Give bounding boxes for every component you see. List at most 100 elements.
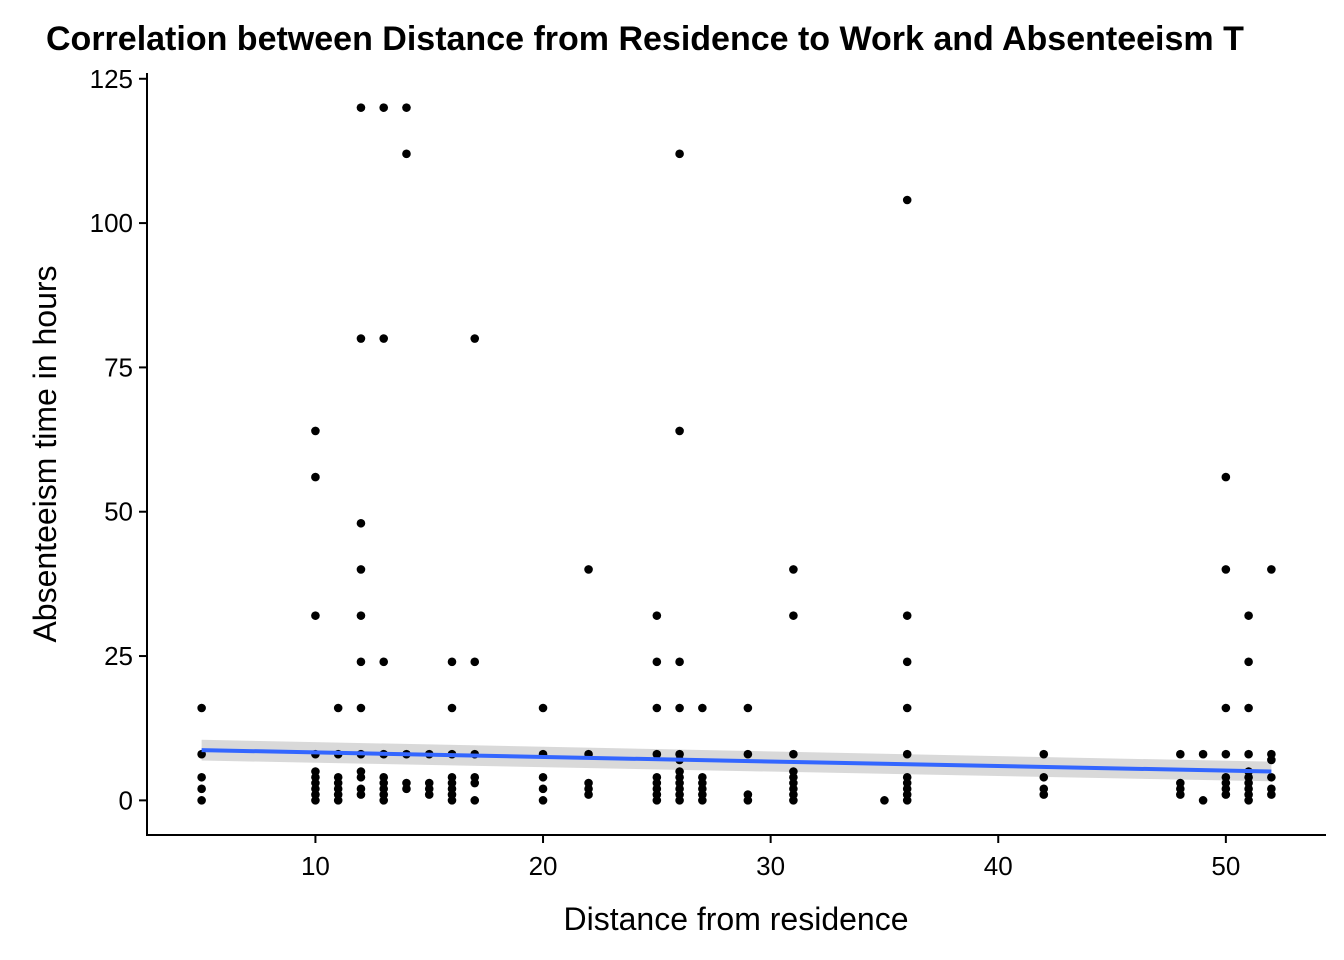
- y-tick-label: 25: [104, 641, 133, 671]
- data-point: [1039, 772, 1049, 782]
- data-point: [902, 749, 912, 759]
- data-point: [652, 611, 662, 620]
- data-point: [743, 749, 753, 759]
- data-point: [402, 778, 411, 788]
- data-point: [197, 772, 206, 782]
- data-point: [538, 784, 548, 794]
- data-point: [1221, 772, 1231, 782]
- data-point: [902, 611, 912, 620]
- data-point: [311, 611, 320, 620]
- data-point: [197, 796, 206, 805]
- data-point: [379, 657, 389, 667]
- data-point: [1221, 703, 1231, 713]
- data-point: [584, 565, 593, 574]
- data-point: [402, 103, 411, 112]
- data-point: [902, 703, 912, 713]
- data-point: [1267, 749, 1276, 759]
- data-point: [652, 703, 662, 713]
- data-point: [743, 703, 753, 713]
- data-point: [1176, 778, 1185, 788]
- x-axis-ticks: 10 20 30 40 50: [301, 835, 1240, 881]
- data-point: [333, 703, 343, 713]
- trend-line: [201, 748, 1272, 774]
- x-tick-label: 10: [301, 851, 330, 881]
- data-point: [902, 657, 912, 667]
- data-point: [1267, 784, 1276, 794]
- data-point: [1244, 749, 1253, 759]
- y-tick-label: 125: [90, 64, 133, 94]
- data-point: [1221, 565, 1231, 574]
- data-point: [333, 772, 343, 782]
- data-point: [880, 796, 889, 805]
- data-point: [743, 790, 753, 799]
- y-tick-label: 75: [104, 352, 133, 382]
- data-point: [584, 778, 593, 788]
- y-tick-label: 50: [104, 497, 133, 527]
- data-point: [447, 657, 457, 667]
- data-point: [789, 611, 798, 620]
- data-point: [1244, 657, 1253, 667]
- data-point: [197, 784, 206, 794]
- data-point: [698, 703, 707, 713]
- data-point: [447, 703, 457, 713]
- y-axis-ticks: 0 25 50 75 100 125: [90, 64, 147, 815]
- data-point: [356, 565, 366, 574]
- data-point: [652, 657, 662, 667]
- data-point: [470, 657, 480, 667]
- data-point: [675, 767, 684, 776]
- trend-line-layer: [201, 748, 1272, 774]
- data-point: [1267, 565, 1276, 574]
- data-point: [1221, 472, 1231, 482]
- x-tick-label: 40: [984, 851, 1013, 881]
- data-point: [356, 518, 366, 528]
- data-point: [538, 796, 548, 805]
- y-tick-label: 100: [90, 208, 133, 238]
- data-point: [1221, 749, 1231, 759]
- data-point: [1039, 749, 1049, 759]
- data-point: [424, 778, 434, 788]
- data-point: [356, 334, 366, 343]
- data-point: [379, 334, 389, 343]
- data-point: [356, 767, 366, 776]
- data-point: [652, 772, 662, 782]
- data-point: [470, 796, 480, 805]
- data-point: [538, 772, 548, 782]
- y-axis-label: Absenteeism time in hours: [27, 265, 63, 642]
- data-point: [356, 103, 366, 112]
- data-point: [675, 657, 684, 667]
- data-point: [356, 703, 366, 713]
- data-point: [675, 703, 684, 713]
- data-point: [356, 611, 366, 620]
- data-point: [379, 103, 389, 112]
- data-point: [789, 749, 798, 759]
- data-point: [1176, 749, 1185, 759]
- data-point: [311, 472, 320, 482]
- data-point: [356, 784, 366, 794]
- data-point: [675, 426, 684, 436]
- chart-title: Correlation between Distance from Reside…: [46, 20, 1244, 58]
- data-point: [675, 749, 684, 759]
- data-point: [902, 772, 912, 782]
- data-point: [470, 334, 480, 343]
- data-point: [402, 149, 411, 159]
- data-point: [902, 195, 912, 205]
- data-point: [447, 772, 457, 782]
- data-point: [356, 657, 366, 667]
- data-point: [470, 772, 480, 782]
- data-point: [538, 703, 548, 713]
- data-point: [789, 767, 798, 776]
- data-point: [311, 426, 320, 436]
- x-tick-label: 50: [1211, 851, 1240, 881]
- data-point: [1198, 796, 1208, 805]
- data-point: [652, 749, 662, 759]
- data-point: [675, 149, 684, 159]
- data-point: [197, 703, 206, 713]
- points-layer: [197, 103, 1276, 805]
- x-tick-label: 20: [529, 851, 558, 881]
- data-point: [1244, 611, 1253, 620]
- data-point: [1039, 784, 1049, 794]
- data-point: [1267, 772, 1276, 782]
- x-tick-label: 30: [756, 851, 785, 881]
